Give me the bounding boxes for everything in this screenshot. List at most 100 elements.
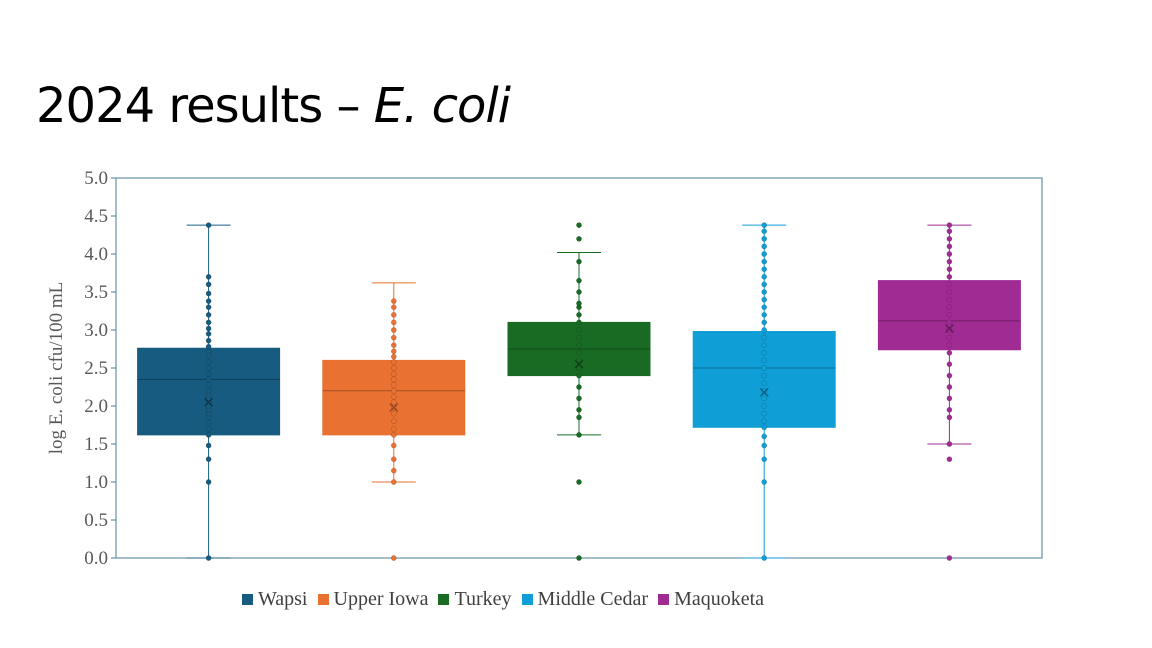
legend-swatch (242, 594, 253, 605)
legend-swatch (521, 594, 533, 605)
data-point (205, 311, 212, 318)
data-point (390, 365, 397, 371)
data-point (946, 395, 953, 402)
data-point (761, 281, 768, 288)
data-point (390, 353, 397, 360)
data-point (390, 304, 397, 311)
data-point (576, 555, 582, 561)
data-point (761, 555, 768, 561)
data-point (390, 442, 397, 449)
data-point (946, 342, 953, 349)
data-point (946, 304, 953, 311)
y-tick-label: 2.5 (84, 358, 108, 379)
data-point (576, 414, 582, 421)
mean-marker (574, 359, 584, 369)
data-point (946, 235, 953, 242)
y-tick-label: 0.0 (84, 548, 108, 569)
data-point (576, 277, 582, 284)
data-point (390, 298, 397, 304)
data-point (761, 349, 768, 356)
chart-legend: Wapsi Upper Iowa Turkey Middle Cedar Maquoke… (242, 588, 764, 611)
data-point (761, 380, 768, 387)
data-point (390, 371, 397, 377)
legend-item: Wapsi (242, 588, 308, 611)
data-point (946, 384, 953, 390)
data-point (205, 337, 212, 344)
data-point (576, 300, 582, 307)
data-point (205, 376, 212, 383)
y-tick-label: 1.5 (84, 434, 108, 455)
data-point (205, 425, 212, 432)
data-point (205, 432, 212, 438)
y-tick-label: 3.5 (84, 282, 108, 303)
y-axis-label: log E. coli cfu/100 mL (46, 282, 67, 455)
data-point (761, 372, 768, 379)
data-point (576, 235, 582, 242)
data-point (761, 311, 768, 318)
data-point (761, 266, 768, 273)
data-point (576, 311, 582, 318)
legend-label: Wapsi (258, 588, 308, 610)
legend-item: Middle Cedar (521, 588, 648, 611)
data-point (761, 403, 768, 409)
data-point (390, 319, 397, 326)
y-tick-label: 3.0 (84, 320, 108, 341)
data-point (761, 289, 768, 295)
data-point (205, 281, 212, 288)
data-point (576, 406, 582, 413)
y-tick-label: 4.5 (84, 206, 108, 227)
data-point (390, 410, 397, 417)
data-point (390, 376, 397, 383)
data-point (946, 441, 953, 447)
data-point (205, 325, 212, 332)
data-point (576, 479, 582, 485)
data-point (576, 395, 582, 402)
data-point (205, 330, 212, 337)
data-point (946, 251, 953, 257)
data-point (761, 456, 768, 463)
data-point (946, 273, 953, 280)
y-tick-label: 1.0 (84, 472, 108, 493)
data-point (576, 349, 582, 356)
data-point (946, 311, 953, 318)
data-point (761, 222, 768, 228)
data-point (761, 251, 768, 257)
title-italic: E. coli (373, 78, 511, 134)
data-point (946, 319, 953, 326)
data-point (390, 456, 397, 463)
data-point (761, 387, 768, 394)
data-point (205, 343, 212, 350)
data-point (761, 304, 768, 311)
data-point (205, 290, 212, 297)
legend-label: Maquoketa (674, 588, 765, 610)
data-point (576, 327, 582, 333)
data-point (946, 555, 953, 561)
data-point (205, 319, 212, 326)
data-point (576, 365, 582, 371)
data-point (390, 555, 397, 561)
data-point (205, 555, 212, 561)
legend-item: Turkey (438, 588, 512, 611)
data-point (761, 334, 768, 341)
data-point (205, 387, 212, 394)
data-point (761, 327, 768, 333)
data-point (205, 456, 212, 463)
data-point (761, 424, 768, 431)
data-point (946, 258, 953, 265)
data-point (576, 319, 582, 326)
data-point (205, 479, 212, 485)
data-point (946, 334, 953, 341)
y-tick-label: 5.0 (84, 168, 108, 189)
data-point (946, 414, 953, 421)
data-point (205, 273, 212, 280)
data-point (946, 266, 953, 273)
data-point (390, 359, 397, 365)
data-point (390, 387, 397, 394)
data-point (390, 327, 397, 333)
data-point (761, 395, 768, 402)
data-point (390, 348, 397, 355)
data-point (761, 418, 768, 425)
data-point (946, 372, 953, 379)
data-point (205, 381, 212, 388)
